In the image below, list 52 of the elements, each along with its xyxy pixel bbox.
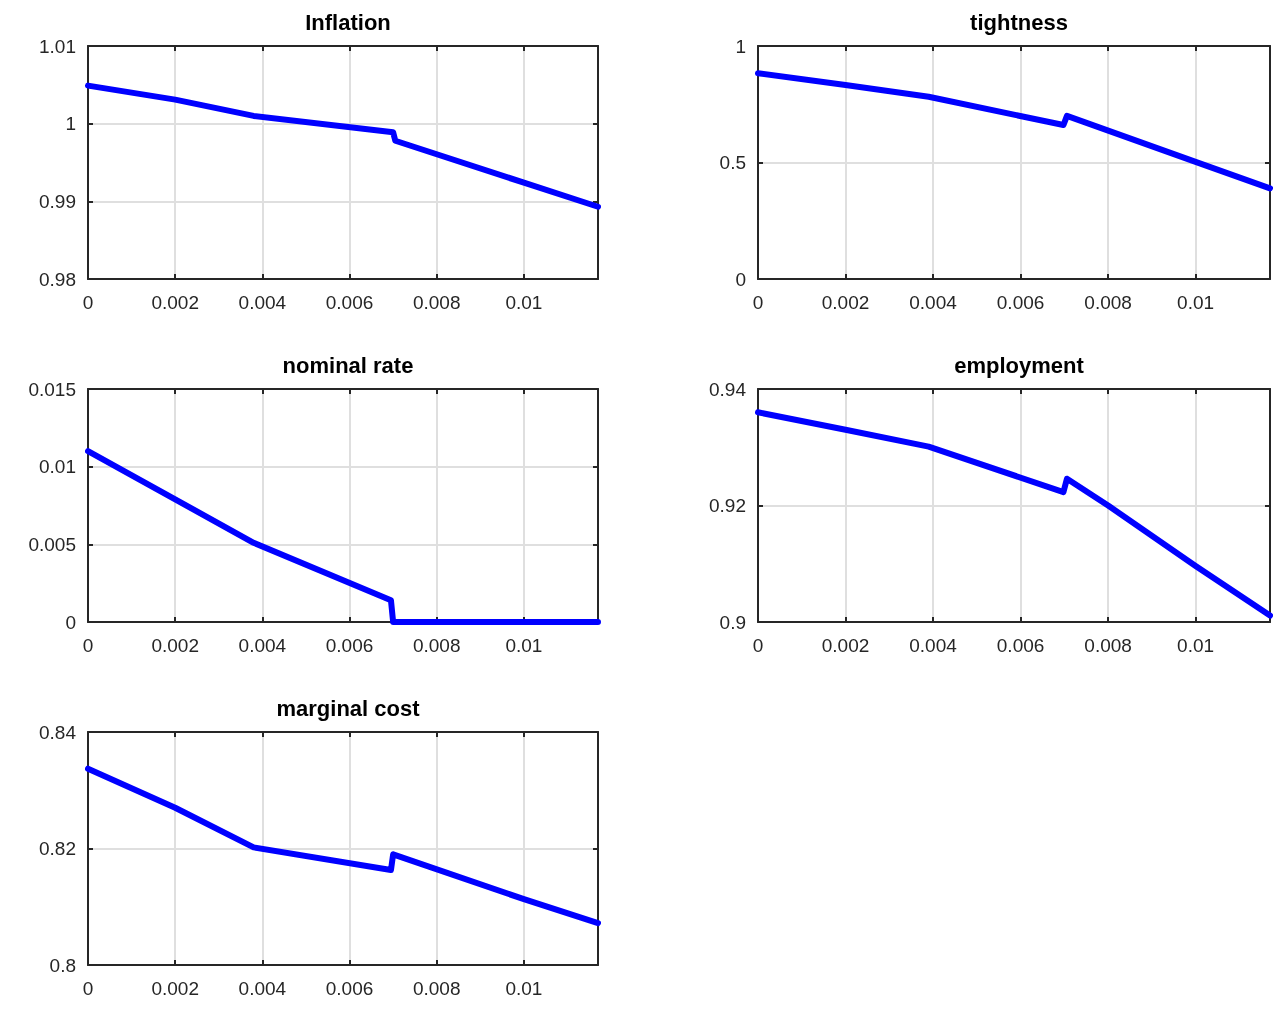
y-tick-label: 0.9 bbox=[719, 611, 746, 633]
x-tick-label: 0 bbox=[82, 635, 94, 656]
x-tick-label: 0.004 bbox=[238, 292, 287, 313]
x-tick-label: 0.004 bbox=[238, 978, 287, 999]
y-tick-label: 0.94 bbox=[709, 378, 747, 400]
x-tick-label: 0.002 bbox=[821, 635, 870, 656]
y-tick-label: 0.92 bbox=[709, 495, 746, 516]
x-tick-label: 0.008 bbox=[1084, 635, 1132, 656]
x-tick-label: 0 bbox=[752, 292, 764, 313]
x-tick-label: 0.01 bbox=[1177, 635, 1215, 656]
x-tick-label: 0.002 bbox=[151, 292, 199, 313]
y-tick-label: 0.5 bbox=[719, 152, 746, 173]
x-tick-label: 0.01 bbox=[505, 978, 543, 999]
x-tick-label: 0.006 bbox=[325, 978, 374, 999]
x-tick-label: 0.002 bbox=[821, 292, 870, 313]
y-tick-label: 0 bbox=[735, 268, 746, 290]
chart-title: tightness bbox=[970, 9, 1068, 35]
x-tick-label: 0.002 bbox=[151, 978, 199, 999]
x-tick-label: 0.004 bbox=[909, 292, 958, 313]
x-tick-label: 0.008 bbox=[412, 292, 461, 313]
chart-title: marginal cost bbox=[276, 695, 421, 721]
x-tick-label: 0.006 bbox=[996, 292, 1045, 313]
x-tick-label: 0.006 bbox=[996, 635, 1045, 656]
x-tick-label: 0.01 bbox=[505, 635, 543, 656]
y-tick-label: 0.8 bbox=[49, 954, 76, 976]
y-tick-label: 0.84 bbox=[39, 721, 77, 743]
x-tick-label: 0.01 bbox=[1177, 292, 1215, 313]
x-tick-label: 0.006 bbox=[325, 292, 374, 313]
y-tick-label: 0.82 bbox=[39, 838, 76, 859]
chart-title: Inflation bbox=[305, 9, 391, 35]
x-tick-label: 0.008 bbox=[412, 978, 461, 999]
y-tick-label: 0.01 bbox=[39, 456, 76, 478]
y-tick-label: 0.99 bbox=[39, 190, 76, 212]
x-tick-label: 0.004 bbox=[909, 635, 958, 656]
y-tick-label: 1.01 bbox=[39, 35, 76, 57]
y-tick-label: 0.98 bbox=[39, 268, 76, 290]
x-tick-label: 0 bbox=[752, 635, 764, 656]
y-tick-label: 0 bbox=[65, 611, 76, 633]
x-tick-label: 0 bbox=[82, 978, 94, 999]
x-tick-label: 0.004 bbox=[238, 635, 287, 656]
chart-title: employment bbox=[954, 352, 1085, 378]
y-tick-label: 1 bbox=[65, 113, 76, 135]
y-tick-label: 0.015 bbox=[28, 378, 76, 400]
chart-title: nominal rate bbox=[282, 352, 414, 378]
x-tick-label: 0 bbox=[82, 292, 94, 313]
x-tick-label: 0.008 bbox=[1084, 292, 1132, 313]
x-tick-label: 0.002 bbox=[151, 635, 199, 656]
y-tick-label: 1 bbox=[735, 35, 746, 57]
x-tick-label: 0.006 bbox=[325, 635, 374, 656]
x-tick-label: 0.008 bbox=[412, 635, 461, 656]
x-tick-label: 0.01 bbox=[505, 292, 543, 313]
y-tick-label: 0.005 bbox=[28, 533, 76, 555]
